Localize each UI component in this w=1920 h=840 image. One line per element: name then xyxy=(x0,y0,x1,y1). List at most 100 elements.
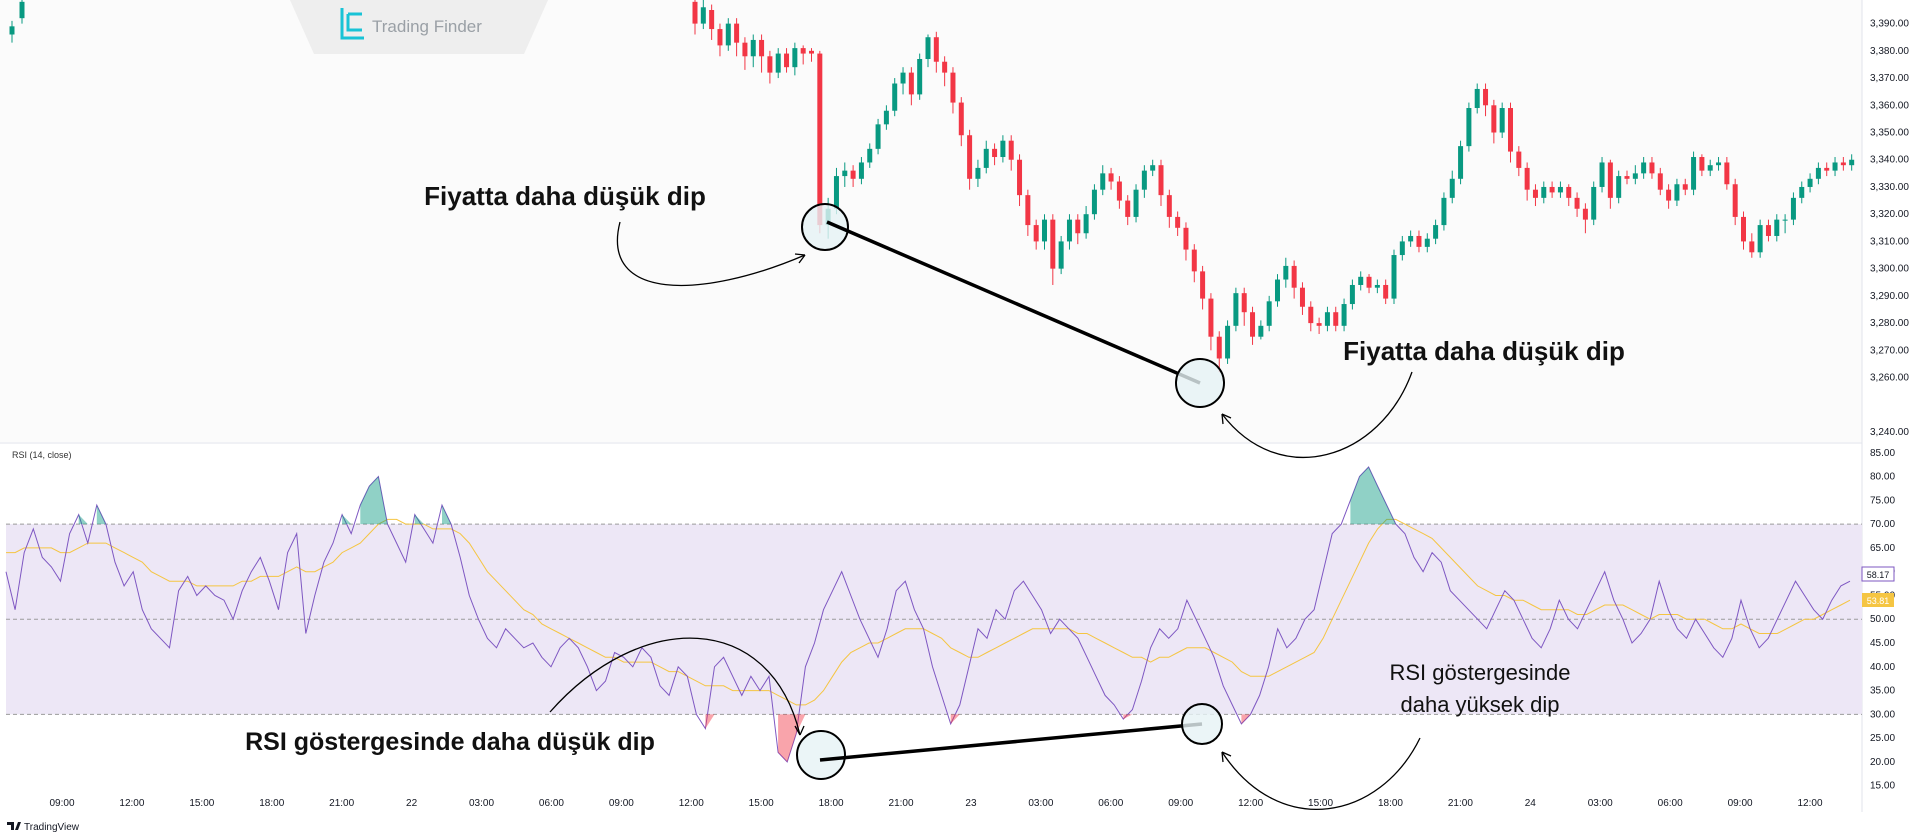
candle-body xyxy=(1749,241,1755,253)
candle-body xyxy=(1840,162,1846,166)
rsi-tick-label: 50.00 xyxy=(1870,614,1895,625)
candle-body xyxy=(842,170,848,177)
time-tick-label: 03:00 xyxy=(1028,798,1053,809)
candle-body xyxy=(767,56,773,73)
time-tick-label: 21:00 xyxy=(329,798,354,809)
rsi-tick-label: 25.00 xyxy=(1870,733,1895,744)
candle-body xyxy=(1574,197,1580,209)
candle-body xyxy=(1066,219,1072,242)
candle-body xyxy=(1058,241,1064,269)
time-tick-label: 15:00 xyxy=(189,798,214,809)
price-tick-label: 3,330.00 xyxy=(1870,182,1909,193)
candle-body xyxy=(975,167,981,179)
candle-body xyxy=(1707,165,1713,171)
candle-body xyxy=(1391,255,1397,299)
rsi-tick-label: 80.00 xyxy=(1870,472,1895,483)
price-tick-label: 3,280.00 xyxy=(1870,318,1909,329)
candle-body xyxy=(858,162,864,179)
candle-body xyxy=(1233,293,1239,326)
price-tick-label: 3,380.00 xyxy=(1870,46,1909,57)
rsi-annotation-1: RSI göstergesinde daha düşük dip xyxy=(245,637,846,780)
rsi-ma-line xyxy=(6,518,1851,706)
time-tick-label: 21:00 xyxy=(889,798,914,809)
candle-body xyxy=(1042,219,1047,242)
candle-body xyxy=(9,26,15,35)
candle-body xyxy=(1216,336,1222,359)
rsi-tick-label: 15.00 xyxy=(1870,781,1895,792)
candle-body xyxy=(775,53,781,73)
ma-last-value: 53.81 xyxy=(1867,596,1890,606)
rsi-arrow-2 xyxy=(1221,737,1421,811)
candle-body xyxy=(933,37,939,62)
candle-body xyxy=(1275,279,1280,302)
rsi-overbought-fill xyxy=(1350,467,1396,525)
candle-body xyxy=(1141,170,1147,190)
candle-body xyxy=(1075,219,1081,234)
candle-body xyxy=(1458,146,1464,179)
candle-body xyxy=(1724,162,1730,185)
candle-body xyxy=(1175,216,1181,228)
time-axis: 09:00 12:00 15:00 18:00 21:00 22 03:00 06:00 09:… xyxy=(49,798,1822,809)
price-annotation-2: Fiyatta daha düşük dip xyxy=(1175,336,1625,459)
candle-body xyxy=(1616,176,1622,198)
rsi-low-circle-2 xyxy=(1181,703,1223,745)
candle-body xyxy=(1283,265,1289,280)
rsi-tick-label: 70.00 xyxy=(1870,519,1895,530)
candle-body xyxy=(1433,225,1439,239)
rsi-tick-label: 45.00 xyxy=(1870,638,1895,649)
tradingview-logo-icon xyxy=(7,822,21,830)
candle-body xyxy=(1441,197,1447,226)
candle-body xyxy=(1699,157,1705,171)
candle-body xyxy=(833,176,839,209)
candle-body xyxy=(1116,181,1122,201)
candle-body xyxy=(717,29,723,46)
candle-body xyxy=(792,48,798,68)
candle-body xyxy=(1591,186,1597,220)
brand-name: Trading Finder xyxy=(372,17,482,36)
rsi-trendline xyxy=(819,722,1203,762)
price-annotation-text-1: Fiyatta daha düşük dip xyxy=(424,181,706,211)
rsi-arrow-1 xyxy=(549,637,801,736)
candles xyxy=(9,0,1855,373)
candle-body xyxy=(1765,225,1771,236)
candle-body xyxy=(800,48,806,54)
price-arrow-1 xyxy=(616,221,806,287)
candle-body xyxy=(1491,105,1497,133)
candle-body xyxy=(1383,284,1389,299)
candle-body xyxy=(892,83,898,111)
candle-body xyxy=(1815,167,1821,179)
candle-body xyxy=(1774,219,1780,236)
rsi-oversold-fill xyxy=(1241,714,1251,724)
candle-body xyxy=(1524,167,1530,190)
time-tick-label: 09:00 xyxy=(49,798,74,809)
time-tick-label: 22 xyxy=(406,798,418,809)
candle-body xyxy=(1050,219,1056,269)
time-tick-label: 18:00 xyxy=(259,798,284,809)
time-tick-label: 15:00 xyxy=(749,798,774,809)
rsi-axis: 85.0080.0075.0070.0065.0060.0055.0050.00… xyxy=(1870,448,1895,792)
time-tick-label: 12:00 xyxy=(119,798,144,809)
candle-body xyxy=(742,42,748,57)
candle-body xyxy=(1549,186,1555,193)
rsi-overbought-fill xyxy=(78,514,88,525)
rsi-annotation-2: RSI göstergesinde daha yüksek dip xyxy=(1181,660,1571,811)
rsi-oversold-fill xyxy=(1123,714,1133,720)
time-tick-label: 15:00 xyxy=(1308,798,1333,809)
candle-body xyxy=(1741,216,1746,242)
price-annotation-text-2: Fiyatta daha düşük dip xyxy=(1343,336,1625,366)
candle-body xyxy=(1449,178,1455,198)
price-low-circle-1 xyxy=(801,203,849,251)
candle-body xyxy=(967,135,973,179)
candle-body xyxy=(1790,197,1796,220)
candle-body xyxy=(942,61,948,73)
ma-last-label: 53.81 xyxy=(1862,593,1894,607)
footer-brand: TradingView xyxy=(24,822,80,833)
candle-body xyxy=(1607,162,1613,198)
candle-body xyxy=(1682,184,1688,190)
candle-body xyxy=(850,170,856,179)
candle-body xyxy=(1532,189,1538,198)
candle-body xyxy=(1691,157,1697,190)
rsi-overbought-fill xyxy=(96,505,106,525)
rsi-last-value: 58.17 xyxy=(1867,570,1890,580)
